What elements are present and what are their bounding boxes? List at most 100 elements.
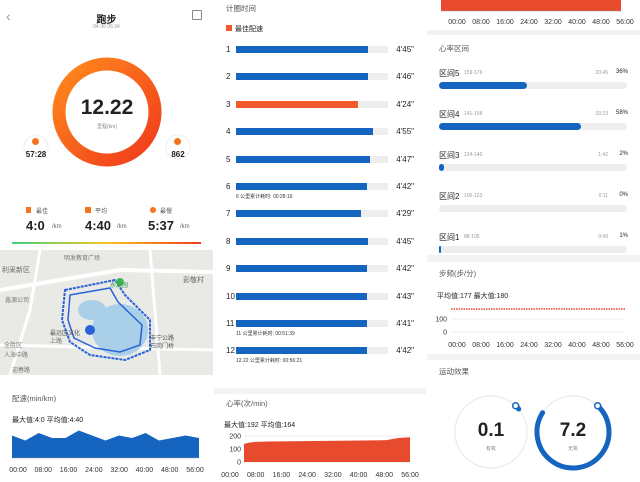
map-label: 彭敬村: [183, 277, 204, 284]
map-label: 丰宁公路: [150, 336, 175, 342]
x-tick-label: 16:00: [273, 472, 291, 479]
zone-percent: 36%: [615, 69, 628, 75]
split-row: 7 4'29": [214, 207, 426, 229]
zone-time: 33:23: [595, 111, 608, 117]
split-time: 4'45": [396, 236, 414, 246]
pace-gradient-bar: [12, 242, 201, 244]
cadence-title: 步频(步/分): [439, 269, 477, 278]
heart-rate-chart: 200 100 0 00:00 08:00 16:00 24:00 32:00 40:00 48:…: [221, 434, 419, 480]
splits-panel: 计圈时间 最佳配速 1 4'45" 2 4'46" 3 4'24" 4 4'55" 5 4'47"…: [214, 0, 426, 482]
split-km: 1: [226, 45, 231, 54]
heart-rate-area-series: [244, 437, 410, 462]
back-icon[interactable]: ‹: [6, 8, 11, 24]
hr-zones-title: 心率区间: [439, 44, 469, 53]
split-row: 1 4'45": [214, 43, 426, 65]
split-bar: [236, 292, 367, 300]
anaerobic-gauge-arc: [534, 403, 612, 471]
anaerobic-value: 7.2: [559, 420, 587, 441]
split-time: 4'41": [396, 319, 414, 328]
heart-chart-title: 心率(次/min): [226, 399, 268, 408]
split-time: 4'45": [396, 45, 414, 54]
overview-panel: ‹ 跑步 04-30 06:34 12.22 里程(km) 57:28 862: [0, 0, 213, 482]
pace-stat-label: 平均: [95, 209, 108, 215]
pace-stat-value: 4:40: [85, 218, 112, 233]
pace-stats-card: 最佳 4:0 /km 平均 4:40 /km 最慢 5:37 /km: [12, 200, 201, 244]
x-tick-label: 16:00: [60, 467, 78, 474]
heart-chart-section: 心率(次/min) 最大值:192 平均值:164 200 100 0 00:00 08…: [214, 394, 426, 482]
zone-percent: 58%: [615, 110, 628, 116]
hr-zone-row: 区间3 124-140 1:42 2%: [427, 150, 640, 180]
map-label: 全胜区: [4, 343, 23, 349]
x-tick-label: 08:00: [472, 342, 490, 349]
best-icon: [26, 207, 31, 213]
map-label: 上路: [50, 339, 63, 345]
zone-range: 141-158: [464, 111, 483, 117]
x-tick-label: 32:00: [544, 342, 562, 349]
cadence-stats: 平均值:177 最大值:180: [437, 293, 509, 300]
aerobic-gauge-knob: [511, 402, 520, 410]
calories-value: 862: [171, 150, 185, 159]
split-bar: [236, 265, 367, 273]
best-pace-legend-label: 最佳配速: [235, 26, 263, 33]
split-row: 9 4'42": [214, 262, 426, 284]
pace-area-series: [12, 430, 199, 458]
pace-chart-section: 配速(min/km) 最大值:4:0 平均值:4:40 00:00 08:00 16…: [0, 384, 213, 482]
pace-stat-unit: /km: [117, 224, 127, 230]
split-km: 7: [226, 209, 231, 219]
split-row: 11 4'41" 11 公里累计耗时: 00:51:39: [214, 317, 426, 339]
aerobic-gauge-track: [454, 395, 528, 469]
hr-zone-row: 区间1 88-105 0:49 1%: [427, 232, 640, 262]
split-cumulative-note: 11 公里累计耗时: 00:51:39: [236, 331, 295, 337]
share-icon[interactable]: [192, 10, 202, 20]
zone-track: [439, 246, 627, 253]
pace-stat-value: 4:0: [26, 218, 45, 233]
zone-bar: [439, 82, 527, 89]
x-tick-label: 32:00: [544, 19, 562, 26]
split-km: 9: [226, 264, 231, 274]
zone-track: [439, 205, 627, 212]
distance-value: 12.22: [80, 96, 134, 119]
split-bar: [236, 237, 369, 245]
x-tick-label: 40:00: [568, 342, 586, 349]
x-tick-label: 16:00: [496, 19, 514, 26]
x-tick-label: 24:00: [520, 342, 538, 349]
pace-chart-title: 配速(min/km): [12, 394, 57, 403]
x-tick-label: 00:00: [448, 19, 466, 26]
anaerobic-gauge-knob: [593, 402, 602, 410]
x-tick-label: 56:00: [186, 467, 204, 474]
split-km: 8: [226, 236, 231, 246]
split-bar: [236, 210, 361, 218]
zone-track: [439, 82, 627, 89]
split-row: 2 4'46": [214, 70, 426, 92]
x-tick-label: 56:00: [401, 472, 419, 479]
split-km: 5: [226, 154, 231, 164]
pace-chart-stats: 最大值:4:0 平均值:4:40: [12, 417, 84, 424]
zone-range: 106-123: [464, 193, 483, 199]
x-tick-label: 00:00: [9, 467, 27, 474]
zone-bar: [439, 164, 444, 171]
map-label: 石岗门桥: [150, 344, 175, 350]
splits-section: 计圈时间 最佳配速 1 4'45" 2 4'46" 3 4'24" 4 4'55" 5 4'47"…: [214, 0, 426, 388]
split-row: 5 4'47": [214, 153, 426, 175]
x-tick-label: 56:00: [616, 19, 634, 26]
x-tick-label: 48:00: [592, 342, 610, 349]
split-time: 4'47": [396, 154, 414, 164]
pace-stat-label: 最慢: [160, 209, 173, 215]
zone-bar: [439, 123, 581, 130]
zone-range: 159-176: [464, 70, 483, 76]
avg-icon: [85, 207, 91, 213]
x-tick-label: 08:00: [35, 467, 53, 474]
x-tick-label: 24:00: [298, 472, 316, 479]
zone-time: 1:42: [598, 152, 608, 158]
x-tick-label: 24:00: [520, 19, 538, 26]
split-time: 4'42": [396, 182, 414, 191]
split-time: 4'43": [396, 291, 414, 301]
top-chart-fragment: 00:00 08:00 16:00 24:00 32:00 40:00 48:00 56:00: [441, 0, 634, 26]
x-tick-label: 00:00: [221, 472, 239, 479]
split-bar: [236, 183, 367, 190]
zone-name: 区间3: [439, 151, 460, 160]
distance-unit: 里程(km): [97, 124, 117, 130]
route-map[interactable]: 利采新区 明发教育广场 彭敬村 鑫源公司 丰宁公路 石岗门桥 最远区文化 永茂园…: [0, 250, 213, 375]
split-km: 10: [226, 291, 235, 301]
split-row: 6 4'42" 6 公里累计耗时: 00:28:19: [214, 180, 426, 202]
